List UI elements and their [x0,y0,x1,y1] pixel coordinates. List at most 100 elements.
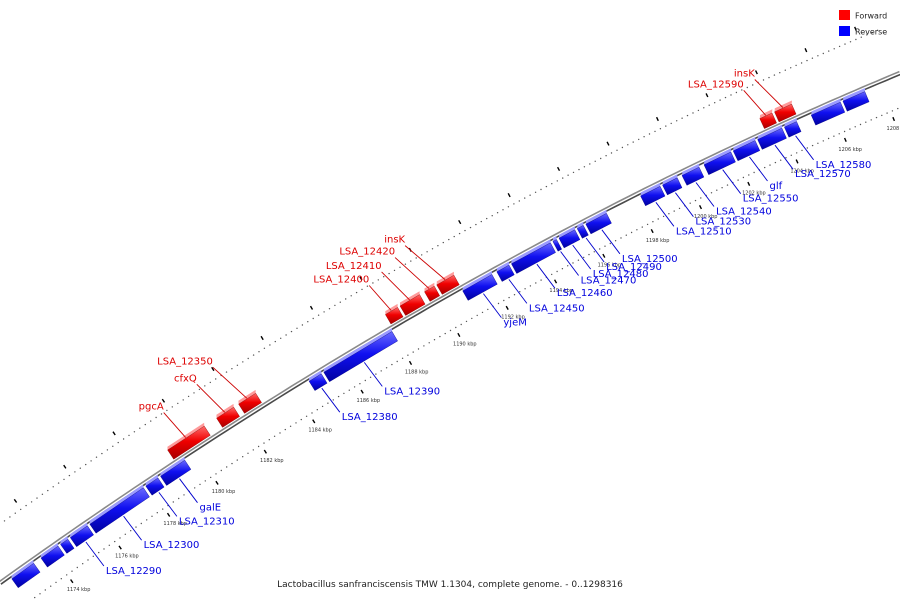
reverse-gene-label: yjeM [503,318,526,329]
reverse-leader-line [722,169,742,194]
lower-guide-dot [583,256,585,259]
lower-guide-dot [540,279,542,281]
reverse-leader-line [123,515,142,541]
upper-guide-dot [762,79,765,81]
upper-guide-dot [155,416,157,419]
gene-box-front [703,151,736,175]
gene-box-top [216,403,234,419]
lower-guide-dot [476,314,478,317]
upper-guide-dot [215,378,217,380]
upper-guide-dot [426,251,428,253]
lower-guide-dot [98,551,100,554]
major-tick-upper [705,93,709,98]
upper-guide-dot [844,43,846,45]
lower-guide-dot [305,415,308,417]
reverse-gene-label: galE [200,503,222,514]
lower-guide-dot [82,563,84,565]
forward-leader-line [404,245,446,280]
upper-guide-dot [150,420,152,422]
legend: Forward Reverse [839,10,887,37]
gene-box-top [811,98,841,116]
gene-box-front [11,563,41,589]
upper-guide-dot [692,112,694,114]
upper-guide-dot [90,460,92,462]
lower-guide-dot [124,533,127,535]
lower-guide-dot [316,409,318,411]
major-tick-lower [215,480,219,485]
kbp-tick-label: 1174 kbp [67,587,91,593]
gene-box-front [757,127,787,150]
upper-guide-dot [795,64,797,67]
major-tick-upper [13,498,18,503]
upper-guide-dot [708,104,710,106]
upper-guide-dot [95,456,98,458]
reverse-gene-LSA_12550 [703,148,736,175]
upper-guide-dot [247,357,249,360]
legend-reverse-label: Reverse [855,28,887,37]
lower-guide-dot [497,302,500,305]
lower-guide-dot [843,130,846,133]
upper-guide-dot [551,183,553,185]
lower-guide-dot [332,399,334,401]
forward-leader-line [394,257,430,289]
upper-guide-dot [128,434,130,437]
upper-guide-dot [339,301,341,303]
upper-guide-dot [431,248,434,250]
major-tick-lower [602,253,606,258]
upper-guide-dot [562,177,564,179]
upper-guide-dot [703,107,705,109]
upper-guide-dot [79,467,82,469]
reverse-leader-line [749,156,768,182]
major-tick-lower [263,449,267,454]
forward-gene-label: LSA_12400 [313,275,369,286]
upper-guide-dot [513,203,515,205]
gene-box-front [399,294,426,316]
upper-guide-dot [415,257,417,259]
gene-box-front [60,539,75,554]
lower-guide-dot [657,218,659,220]
lower-guide-dot [226,466,228,468]
lower-guide-dot [668,213,670,215]
kbp-tick-label: 1180 kbp [212,489,236,495]
gene-box-front [842,91,870,112]
lower-guide-dot [838,133,840,135]
upper-guide-dot [20,508,22,511]
reverse-gene-LSA_12300 [89,484,150,534]
gene-labels: pgcA cfxQ LSA_12350 LSA_12400 LSA_12410 LSA_1… [106,69,871,578]
upper-guide-dot [47,489,49,492]
forward-leader-line [754,79,784,108]
reverse-gene-label: LSA_12530 [695,217,751,228]
lower-guide-dot [870,119,872,121]
lower-guide-dot [439,335,441,338]
lower-guide-dot [273,435,276,437]
major-tick-upper [854,26,857,31]
lower-guide-dot [790,154,792,156]
reverse-leader-line [363,362,383,387]
major-tick-upper [359,276,363,281]
lower-guide-dot [444,332,446,335]
lower-guide-dot [811,144,814,147]
lower-guide-dot [433,339,436,341]
major-tick-upper [211,366,215,372]
lower-guide-dot [236,459,238,461]
lower-guide-dot [428,342,430,344]
axis-ticks: 1174 kbp 1176 kbp 1178 kbp 1180 kbp 1182 kbp… [13,26,900,593]
reverse-gene-LSA_12460 [511,239,556,274]
upper-guide-dot [866,34,868,36]
gene-box-top [60,536,68,545]
lower-guide-dot [599,248,601,250]
lower-guide-dot [806,147,808,149]
upper-guide-dot [464,229,466,232]
lower-guide-dot [151,515,153,517]
lower-guide-dot [252,449,254,451]
gene-box-front [681,166,705,186]
lower-guide-dot [50,585,52,587]
upper-guide-dot [317,314,320,316]
lower-guide-dot [716,189,718,191]
lower-guide-dot [737,179,739,181]
upper-guide-dot [855,38,857,41]
lower-guide-dot [700,197,702,199]
upper-guide-dot [399,266,401,268]
gene-features [11,88,870,589]
upper-guide-dot [160,413,163,415]
